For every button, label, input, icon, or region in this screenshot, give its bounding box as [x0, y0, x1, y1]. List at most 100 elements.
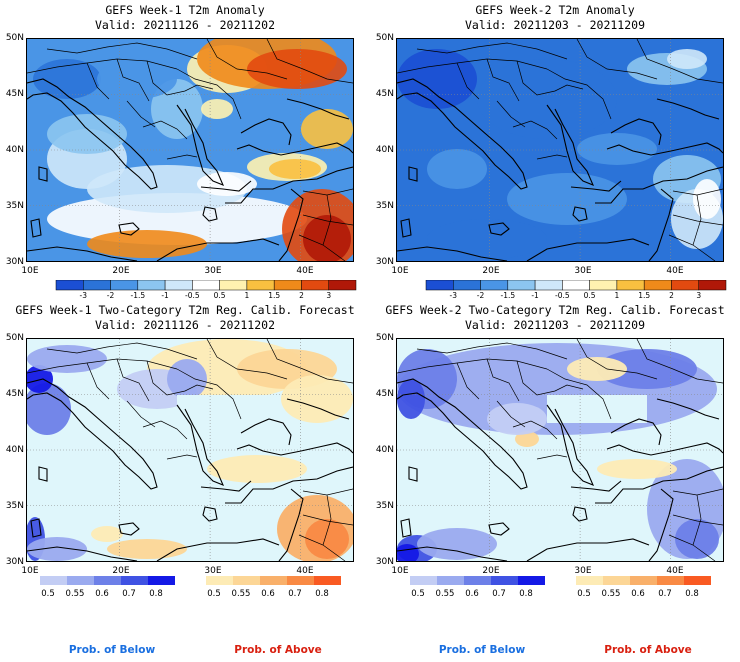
lat-tick: 30N: [375, 557, 394, 567]
lon-tick: 10E: [21, 566, 39, 576]
lon-tick: 40E: [296, 266, 314, 276]
colorbar-tick: -3: [79, 291, 88, 300]
colorbar-tick: -0.5: [185, 291, 200, 300]
lon-tick: 30E: [204, 566, 222, 576]
colorbar-tick: 0.8: [315, 589, 329, 599]
colorbar-tick: -1.5: [500, 291, 516, 300]
panel-title: GEFS Week-1 T2m Anomaly: [105, 3, 265, 17]
lat-tick: 50N: [5, 333, 24, 343]
colorbar-tick: 0.8: [685, 589, 699, 599]
colorbar-tick: 1.5: [268, 291, 281, 300]
anomaly-colorbar: -3 -2 -1.5 -1 -0.5 0.5 1 1.5 2 3: [370, 280, 740, 310]
colorbar-tick: 1: [614, 291, 620, 300]
lon-tick: 20E: [482, 266, 500, 276]
map-week1-probability: [26, 338, 354, 562]
lon-tick: 10E: [391, 566, 409, 576]
panel-week2-probability: GEFS Week-2 Two-Category T2m Reg. Calib.…: [370, 304, 740, 604]
lat-tick: 40N: [5, 445, 24, 455]
lat-tick: 30N: [5, 557, 24, 567]
panel-valid-dates: Valid: 20211126 - 20211202: [94, 18, 275, 32]
lat-tick: 40N: [375, 145, 394, 155]
panel-title: GEFS Week-2 Two-Category T2m Reg. Calib.…: [385, 303, 725, 317]
probability-colorbars: 0.5 0.55 0.6 0.7 0.8 0.5 0.55 0.6 0.7 0.8: [0, 576, 370, 606]
prob-below-label: Prob. of Below: [438, 644, 526, 656]
lat-tick: 30N: [5, 257, 24, 267]
lat-tick: 35N: [375, 201, 394, 211]
panel-title: GEFS Week-2 T2m Anomaly: [475, 3, 635, 17]
colorbar-tick: 3: [326, 291, 332, 300]
lat-tick: 45N: [5, 389, 24, 399]
colorbar-tick: 0.55: [435, 589, 455, 599]
panel-valid-dates: Valid: 20211203 - 20211209: [464, 318, 645, 332]
colorbar-tick: -3: [449, 291, 458, 300]
lat-tick: 35N: [375, 501, 394, 511]
colorbar-tick: 0.7: [658, 589, 672, 599]
colorbar-tick: 0.5: [577, 589, 591, 599]
colorbar-tick: 0.8: [519, 589, 533, 599]
lat-tick: 30N: [375, 257, 394, 267]
colorbar-tick: 2: [299, 291, 304, 300]
prob-above-label: Prob. of Above: [604, 644, 692, 656]
colorbar-tick: 0.5: [583, 291, 596, 300]
lon-tick: 40E: [666, 266, 684, 276]
colorbar-tick: 1: [244, 291, 250, 300]
lon-tick: 30E: [574, 566, 592, 576]
lon-tick: 10E: [391, 266, 409, 276]
panel-week1-probability: GEFS Week-1 Two-Category T2m Reg. Calib.…: [0, 304, 370, 604]
colorbar-tick: 0.7: [288, 589, 302, 599]
colorbar-tick: 1.5: [638, 291, 651, 300]
lon-tick: 40E: [666, 566, 684, 576]
colorbar-tick: 0.55: [601, 589, 621, 599]
colorbar-tick: 0.6: [631, 589, 645, 599]
lat-tick: 50N: [375, 333, 394, 343]
probability-colorbars: 0.5 0.55 0.6 0.7 0.8 0.5 0.55 0.6 0.7 0.8: [370, 576, 740, 606]
lon-tick: 20E: [482, 566, 500, 576]
colorbar-tick: 0.7: [492, 589, 506, 599]
lon-tick: 30E: [204, 266, 222, 276]
map-week1-anomaly: [26, 38, 354, 262]
map-week2-anomaly: [396, 38, 724, 262]
colorbar-tick: 2: [669, 291, 674, 300]
lon-tick: 30E: [574, 266, 592, 276]
colorbar-tick: 0.8: [149, 589, 163, 599]
lat-tick: 50N: [375, 33, 394, 43]
colorbar-tick: -2: [106, 291, 115, 300]
lat-tick: 40N: [375, 445, 394, 455]
lat-tick: 50N: [5, 33, 24, 43]
colorbar-tick: 0.55: [65, 589, 85, 599]
map-week2-probability: [396, 338, 724, 562]
colorbar-tick: 0.5: [213, 291, 226, 300]
lon-tick: 10E: [21, 266, 39, 276]
panel-valid-dates: Valid: 20211203 - 20211209: [464, 18, 645, 32]
lon-tick: 40E: [296, 566, 314, 576]
colorbar-tick: 0.6: [261, 589, 275, 599]
colorbar-tick: -2: [476, 291, 485, 300]
prob-below-label: Prob. of Below: [68, 644, 156, 656]
panel-week2-anomaly: GEFS Week-2 T2m Anomaly Valid: 20211203 …: [370, 4, 740, 304]
lat-tick: 35N: [5, 201, 24, 211]
colorbar-tick: 0.5: [411, 589, 425, 599]
colorbar-tick: 3: [696, 291, 702, 300]
colorbar-tick: -1: [161, 291, 169, 300]
colorbar-tick: -0.5: [555, 291, 570, 300]
colorbar-tick: 0.5: [207, 589, 221, 599]
colorbar-tick: 0.6: [465, 589, 479, 599]
colorbar-tick: 0.5: [41, 589, 55, 599]
panel-valid-dates: Valid: 20211126 - 20211202: [94, 318, 275, 332]
colorbar-tick: -1: [531, 291, 539, 300]
colorbar-tick: -1.5: [130, 291, 146, 300]
prob-above-label: Prob. of Above: [234, 644, 322, 656]
colorbar-tick: 0.55: [231, 589, 251, 599]
anomaly-colorbar: -3 -2 -1.5 -1 -0.5 0.5 1 1.5 2 3: [0, 280, 370, 310]
lat-tick: 35N: [5, 501, 24, 511]
colorbar-tick: 0.6: [95, 589, 109, 599]
panel-week1-anomaly: GEFS Week-1 T2m Anomaly Valid: 20211126 …: [0, 4, 370, 304]
lon-tick: 20E: [112, 566, 130, 576]
lat-tick: 45N: [375, 89, 394, 99]
colorbar-tick: 0.7: [122, 589, 136, 599]
panel-title: GEFS Week-1 Two-Category T2m Reg. Calib.…: [15, 303, 355, 317]
lon-tick: 20E: [112, 266, 130, 276]
lat-tick: 40N: [5, 145, 24, 155]
lat-tick: 45N: [375, 389, 394, 399]
lat-tick: 45N: [5, 89, 24, 99]
